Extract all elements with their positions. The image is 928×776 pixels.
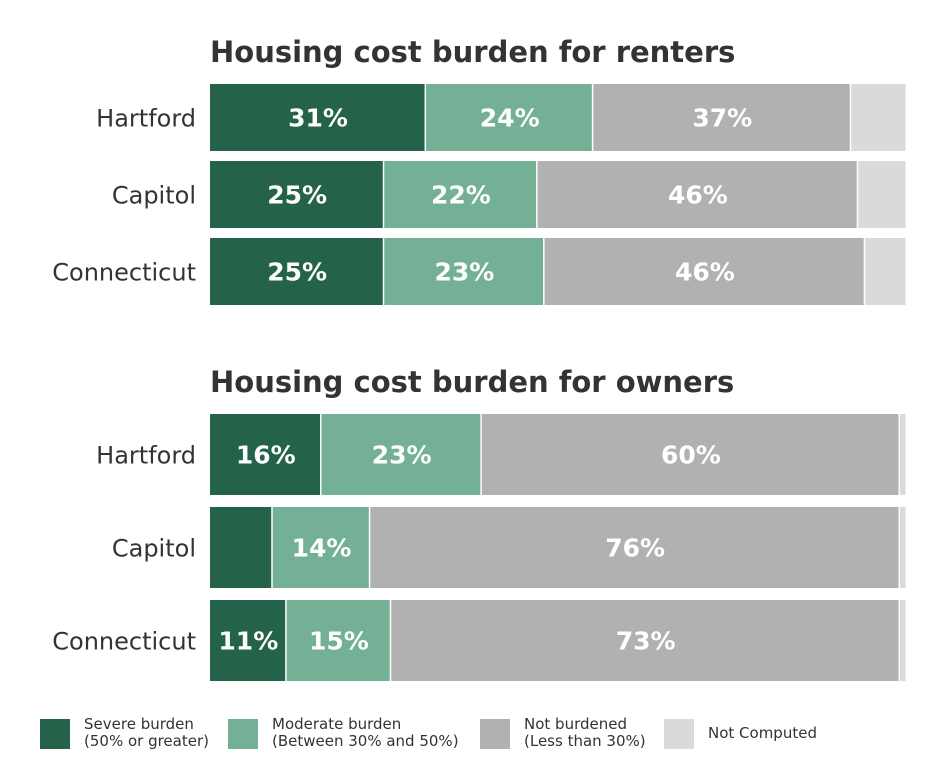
data-label-capitol-severe: 25% xyxy=(267,181,327,210)
category-label-hartford: Hartford xyxy=(96,442,196,470)
bar-hartford-not-burdened xyxy=(481,414,899,495)
legend-item-severe: Severe burden (50% or greater) xyxy=(40,716,230,756)
bar-capitol-severe xyxy=(210,161,383,228)
data-label-hartford-not-burdened: 60% xyxy=(661,441,721,470)
bar-connecticut-moderate xyxy=(384,238,544,305)
bar-capitol-severe xyxy=(210,507,272,588)
legend-swatch-not-computed xyxy=(664,719,694,749)
bar-connecticut-not-computed xyxy=(900,600,906,681)
data-label-connecticut-moderate: 23% xyxy=(434,258,494,287)
category-label-connecticut: Connecticut xyxy=(52,628,196,656)
data-label-hartford-severe: 31% xyxy=(288,104,348,133)
chart-legend: Severe burden (50% or greater) Moderate … xyxy=(40,716,920,756)
bar-capitol-not-burdened xyxy=(370,507,899,588)
category-label-capitol: Capitol xyxy=(112,535,196,563)
chart-canvas: Housing cost burden for renters Hartford 3… xyxy=(52,35,906,681)
bar-hartford-not-computed xyxy=(900,414,906,495)
bar-connecticut-not-computed xyxy=(865,238,906,305)
bar-hartford-moderate xyxy=(426,84,592,151)
legend-sublabel-severe: (50% or greater) xyxy=(84,732,209,750)
data-label-connecticut-severe: 11% xyxy=(218,627,278,656)
chart-panel-owners: Housing cost burden for owners Hartford 16… xyxy=(52,365,906,681)
legend-item-not-computed: Not Computed xyxy=(664,716,864,756)
chart-title: Housing cost burden for owners xyxy=(210,365,734,399)
bar-capitol-not-computed xyxy=(858,161,906,228)
data-label-hartford-not-burdened: 37% xyxy=(692,104,752,133)
data-label-connecticut-not-burdened: 46% xyxy=(675,258,735,287)
data-label-connecticut-severe: 25% xyxy=(267,258,327,287)
bar-hartford-moderate xyxy=(321,414,481,495)
data-label-connecticut-not-burdened: 73% xyxy=(616,627,676,656)
data-label-capitol-moderate: 14% xyxy=(292,534,352,563)
legend-swatch-moderate xyxy=(228,719,258,749)
data-label-connecticut-moderate: 15% xyxy=(309,627,369,656)
category-label-connecticut: Connecticut xyxy=(52,259,196,287)
legend-label-not-burdened: Not burdened xyxy=(524,715,627,733)
legend-label-severe: Severe burden xyxy=(84,715,194,733)
bar-hartford-not-computed xyxy=(851,84,906,151)
legend-swatch-not-burdened xyxy=(480,719,510,749)
legend-label-moderate: Moderate burden xyxy=(272,715,402,733)
bar-hartford-severe xyxy=(210,414,321,495)
data-label-hartford-severe: 16% xyxy=(236,441,296,470)
legend-item-not-burdened: Not burdened (Less than 30%) xyxy=(480,716,670,756)
data-label-capitol-moderate: 22% xyxy=(431,181,491,210)
bar-connecticut-moderate xyxy=(286,600,390,681)
data-label-hartford-moderate: 24% xyxy=(480,104,540,133)
legend-label-not-computed: Not Computed xyxy=(708,724,817,742)
bar-hartford-severe xyxy=(210,84,425,151)
legend-sublabel-not-burdened: (Less than 30%) xyxy=(524,732,646,750)
data-label-capitol-not-burdened: 46% xyxy=(668,181,728,210)
category-label-hartford: Hartford xyxy=(96,105,196,133)
bar-capitol-not-computed xyxy=(900,507,906,588)
bar-capitol-moderate xyxy=(384,161,537,228)
bar-capitol-moderate xyxy=(272,507,369,588)
legend-swatch-severe xyxy=(40,719,70,749)
chart-panel-renters: Housing cost burden for renters Hartford 3… xyxy=(52,35,906,305)
data-label-capitol-not-burdened: 76% xyxy=(605,534,665,563)
category-label-capitol: Capitol xyxy=(112,182,196,210)
legend-item-moderate: Moderate burden (Between 30% and 50%) xyxy=(228,716,478,756)
chart-title: Housing cost burden for renters xyxy=(210,35,735,69)
bar-capitol-not-burdened xyxy=(537,161,857,228)
bar-connecticut-severe xyxy=(210,238,383,305)
data-label-hartford-moderate: 23% xyxy=(372,441,432,470)
bar-connecticut-not-burdened xyxy=(544,238,864,305)
bar-hartford-not-burdened xyxy=(593,84,850,151)
bar-connecticut-severe xyxy=(210,600,286,681)
bar-connecticut-not-burdened xyxy=(391,600,899,681)
legend-sublabel-moderate: (Between 30% and 50%) xyxy=(272,732,459,750)
